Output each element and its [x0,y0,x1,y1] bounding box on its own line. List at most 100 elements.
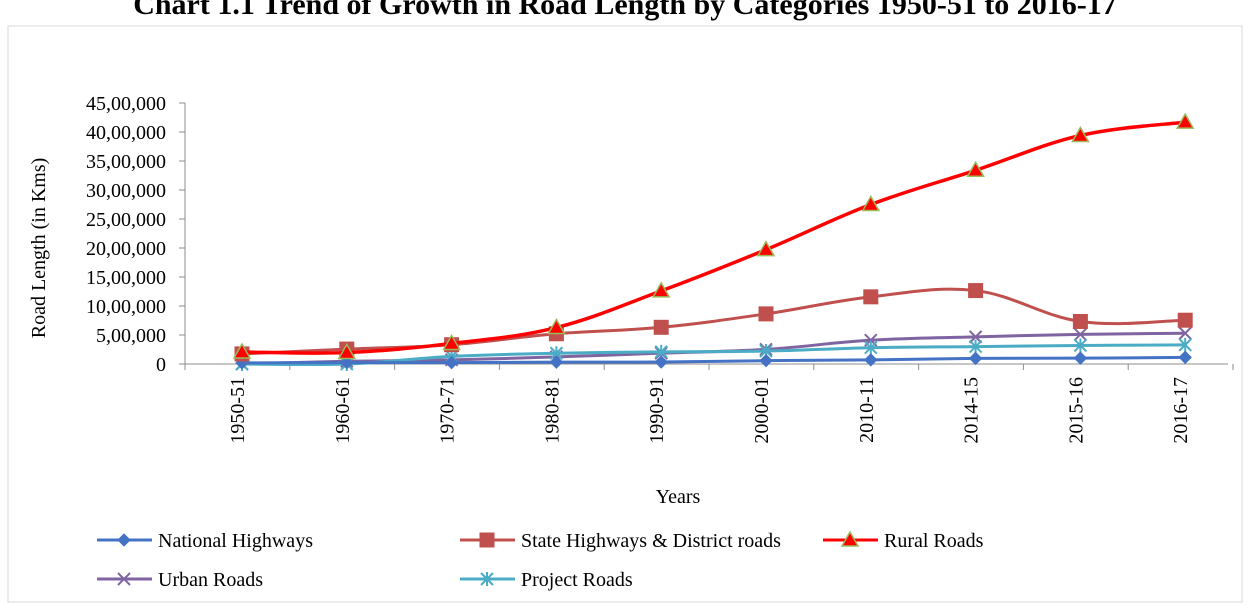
data-point-state-highways-district-roads [968,283,984,299]
data-point-national-highways [444,355,459,370]
legend-marker [117,572,131,586]
legend-marker [117,533,131,547]
marker-shape [966,160,985,178]
x-tick-label: 1990-91 [646,377,668,444]
marker-shape [340,355,354,370]
axes: 0 5,00,000 10,00,000 15,00,000 20,00,000 25,0… [86,93,1234,444]
series-line-national-highways [241,355,1186,365]
legend-item-project-roads: Project Roads [460,569,633,591]
legend-item-state-highways-district-roads: State Highways & District roads [460,530,781,552]
data-point-state-highways-district-roads [758,306,774,322]
y-tick-label: 25,00,000 [86,209,166,231]
legend: National Highways State Highways & Distri… [97,530,984,591]
x-tick-label: 2014-15 [961,377,983,444]
marker-shape [654,355,668,369]
x-tick-label: 1980-81 [541,377,563,444]
x-tick-label: 1960-61 [332,377,354,444]
legend-label: State Highways & District roads [521,530,781,552]
legend-label: National Highways [158,530,313,552]
marker-shape [653,319,669,335]
marker-shape [1073,327,1088,342]
y-tick-label: 5,00,000 [96,325,166,347]
legend-label: Rural Roads [884,530,984,552]
marker-shape [840,530,860,547]
marker-shape [1073,351,1088,365]
marker-shape [444,355,459,370]
data-point-state-highways-district-roads [863,289,879,305]
marker-shape [117,572,131,586]
marker-shape [1177,312,1193,328]
data-point-project-roads [1178,337,1192,352]
marker-shape [968,283,984,299]
marker-shape [968,351,983,366]
marker-shape [968,330,983,344]
y-tick-label: 30,00,000 [86,180,166,202]
data-point-national-highways [549,355,564,369]
data-point-national-highways [1073,351,1088,365]
x-tick-label: 2016-17 [1170,377,1192,444]
data-point-rural-roads [1175,112,1195,129]
marker-shape [549,355,564,369]
marker-shape [1175,112,1195,129]
y-tick-label: 40,00,000 [86,122,166,144]
x-tick-label: 2010-11 [856,377,878,443]
marker-shape [1071,125,1090,143]
x-axis-label: Years [656,486,701,508]
data-point-rural-roads [442,333,461,351]
series-line-state-highways-district-roads [241,287,1186,356]
data-point-state-highways-district-roads [1072,313,1088,329]
marker-shape [758,306,774,322]
legend-item-rural-roads: Rural Roads [823,530,984,552]
legend-item-national-highways: National Highways [97,530,313,552]
x-tick-label: 1970-71 [437,377,459,444]
series-line-project-roads [241,343,1186,367]
marker-shape [863,289,879,305]
y-axis-label: Road Length (in Kms) [28,158,50,339]
legend-marker [479,532,495,548]
y-tick-label: 45,00,000 [86,93,166,115]
x-tick-label: 2015-16 [1065,377,1087,444]
data-point-national-highways [864,353,878,367]
data-point-project-roads [1073,338,1088,353]
data-point-rural-roads [651,281,671,298]
marker-shape [1072,313,1088,329]
marker-shape [861,194,881,212]
data-point-rural-roads [232,342,252,359]
y-tick-label: 20,00,000 [86,238,166,260]
y-tick-label: 35,00,000 [86,151,166,173]
y-tick-label: 0 [156,354,166,376]
data-point-rural-roads [1071,125,1090,143]
legend-label: Urban Roads [158,569,263,591]
marker-shape [479,532,495,548]
data-point-rural-roads [756,240,776,257]
chart-title: Chart 1.1 Trend of Growth in Road Length… [133,0,1117,21]
y-tick-label: 10,00,000 [86,296,166,318]
plot-area [232,112,1195,371]
data-point-rural-roads [337,343,357,360]
data-point-national-highways [968,351,983,366]
x-tick-label: 1950-51 [227,377,249,444]
data-point-national-highways [340,355,354,370]
x-tick-label: 2000-01 [751,377,773,444]
data-point-urban-roads [1178,326,1192,340]
data-point-national-highways [759,353,773,368]
marker-shape [864,353,878,367]
data-point-state-highways-district-roads [653,319,669,335]
data-point-rural-roads [547,318,566,335]
marker-shape [547,318,566,335]
marker-shape [651,281,671,298]
marker-shape [232,342,252,359]
marker-shape [337,343,357,360]
data-point-project-roads [968,339,983,354]
data-point-urban-roads [1073,327,1088,342]
legend-label: Project Roads [521,569,633,591]
marker-shape [1178,326,1192,340]
marker-shape [117,533,131,547]
legend-item-urban-roads: Urban Roads [97,569,263,591]
data-point-national-highways [654,355,668,369]
marker-shape [759,353,773,368]
marker-shape [1178,350,1192,365]
data-point-state-highways-district-roads [1177,312,1193,328]
